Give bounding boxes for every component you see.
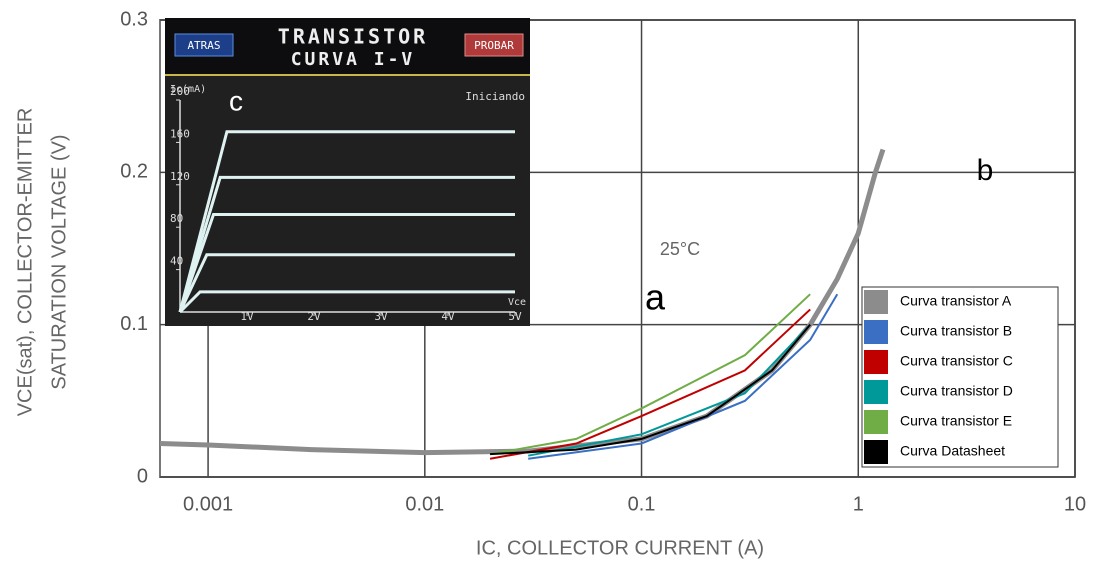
- legend-swatch: [864, 440, 888, 464]
- y-tick-label: 160: [170, 127, 190, 140]
- x-tick-label: 1V: [240, 310, 254, 323]
- annotation: a: [645, 277, 666, 318]
- y-tick-label: 80: [170, 212, 183, 225]
- screen-title: TRANSISTOR: [278, 25, 428, 49]
- series-line: [490, 324, 811, 456]
- y-tick-label: 0.1: [120, 313, 148, 335]
- legend-label: Curva transistor C: [900, 353, 1013, 369]
- x-tick-label: 0.1: [628, 493, 656, 515]
- series-line: [178, 175, 515, 313]
- y-tick-label: 40: [170, 255, 183, 268]
- legend: [861, 286, 1059, 468]
- inset-y-label: Ic(mA): [170, 84, 206, 95]
- series-line: [178, 253, 515, 313]
- y-tick-label: 120: [170, 170, 190, 183]
- inset-x-label: Vce: [508, 297, 526, 308]
- legend-swatch: [864, 290, 888, 314]
- x-tick-label: 0.001: [183, 493, 233, 515]
- x-tick-label: 10: [1064, 493, 1086, 515]
- series-line: [178, 290, 515, 314]
- x-tick-label: 4V: [441, 310, 455, 323]
- legend-label: Curva transistor B: [900, 323, 1012, 339]
- legend-label: Curva Datasheet: [900, 443, 1005, 459]
- y-axis-label: VCE(sat), COLLECTOR-EMITTER: [14, 108, 36, 417]
- y-axis-label: SATURATION VOLTAGE (V): [48, 134, 70, 389]
- x-tick-label: 0.01: [405, 493, 444, 515]
- series-line: [178, 212, 515, 313]
- legend-label: Curva transistor E: [900, 413, 1012, 429]
- x-tick-label: 5V: [508, 310, 522, 323]
- x-tick-label: 2V: [307, 310, 321, 323]
- series-line: [178, 130, 515, 313]
- annotation: b: [977, 154, 994, 187]
- legend-swatch: [864, 380, 888, 404]
- y-tick-label: 200: [170, 85, 190, 98]
- x-tick-label: 1: [853, 493, 864, 515]
- series-line: [489, 308, 811, 460]
- legend-swatch: [864, 410, 888, 434]
- legend-label: Curva transistor A: [900, 293, 1012, 309]
- y-tick-label: 0: [137, 465, 148, 487]
- button-label[interactable]: PROBAR: [474, 39, 514, 52]
- status: Iniciando: [465, 90, 525, 103]
- x-tick-label: 3V: [374, 310, 388, 323]
- annotation: c: [229, 85, 243, 116]
- legend-swatch: [864, 320, 888, 344]
- legend-label: Curva transistor D: [900, 383, 1013, 399]
- series-line: [528, 293, 839, 460]
- button-label[interactable]: ATRAS: [187, 39, 220, 52]
- series-line: [528, 323, 811, 457]
- x-axis-label: IC, COLLECTOR CURRENT (A): [476, 537, 764, 559]
- series-line: [489, 293, 811, 456]
- screen-subtitle: CURVA I-V: [291, 49, 416, 70]
- y-tick-label: 0.3: [120, 8, 148, 30]
- y-tick-label: 0.2: [120, 161, 148, 183]
- button[interactable]: [464, 33, 524, 57]
- annotation: 25°C: [660, 239, 700, 259]
- button[interactable]: [174, 33, 234, 57]
- legend-swatch: [864, 350, 888, 374]
